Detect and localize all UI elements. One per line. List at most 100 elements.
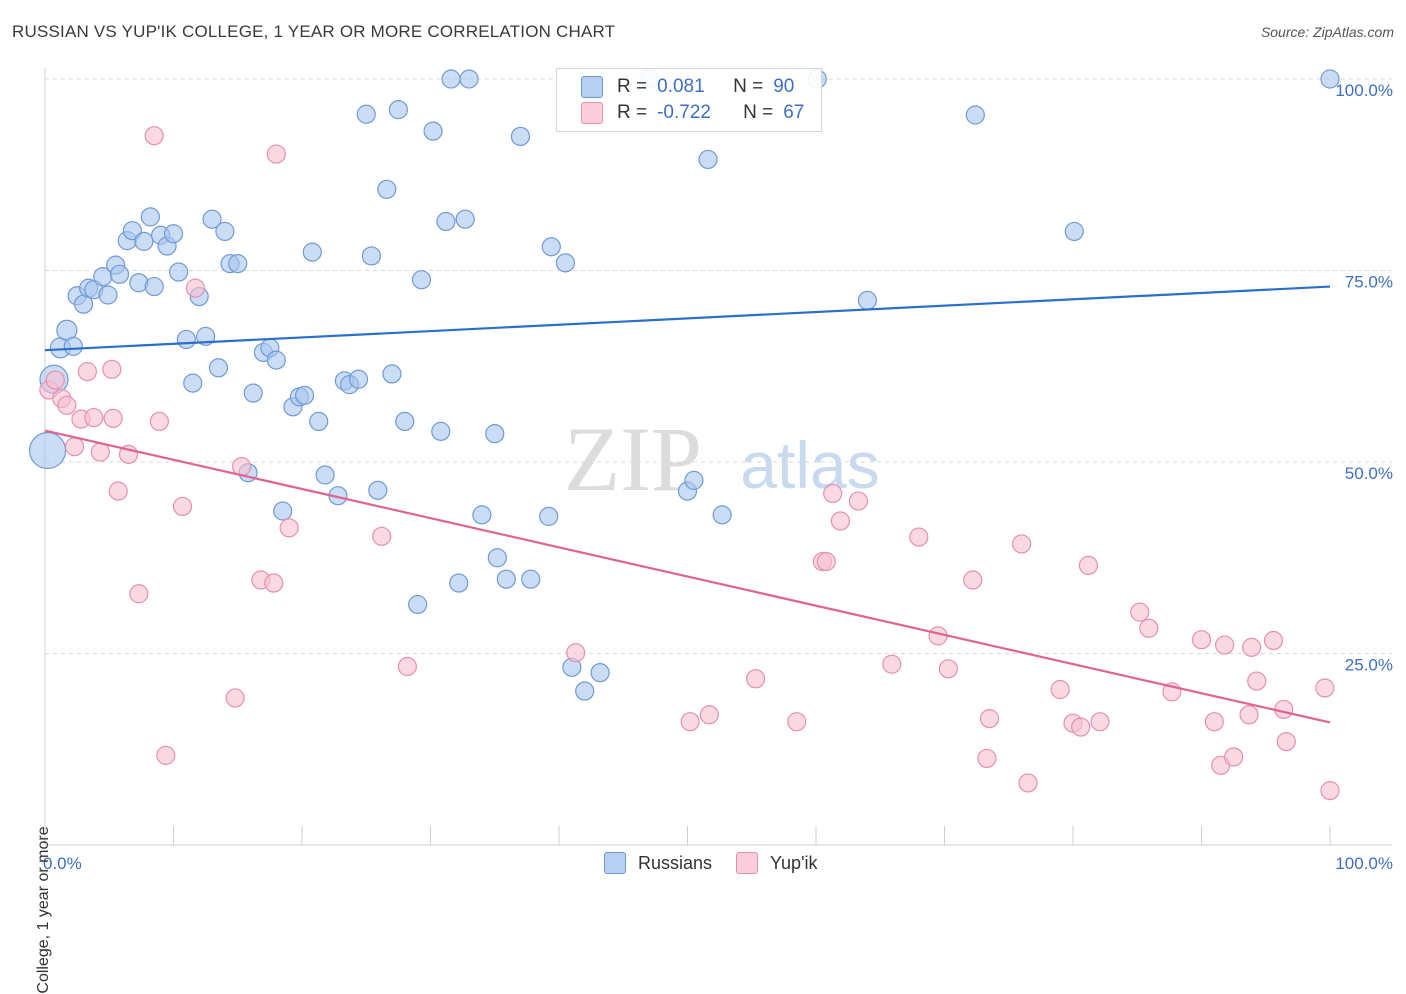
legend-n-value: 90 <box>773 76 795 97</box>
russians-point <box>176 329 196 350</box>
russians-point <box>408 594 428 615</box>
bottom-legend-russians-label: Russians <box>638 852 713 873</box>
yupik-point <box>1239 705 1259 725</box>
yupik-point <box>1204 712 1224 732</box>
russians-point <box>309 411 329 432</box>
russians-point <box>388 100 408 120</box>
russians-point <box>575 681 595 701</box>
legend-row-yupik: R = -0.722 N = 67 <box>581 101 804 125</box>
russians-point <box>63 336 83 356</box>
y-axis-label: College, 1 year or more <box>35 826 52 994</box>
russians-point <box>98 285 118 305</box>
russians-point <box>368 480 388 500</box>
russians-point <box>441 69 461 89</box>
russians-point <box>455 209 475 229</box>
russians-point <box>228 254 248 274</box>
russians-point <box>294 385 315 405</box>
yupik-point <box>1139 618 1159 638</box>
yupik-point <box>1071 717 1091 737</box>
legend-r-value: 0.081 <box>657 76 705 97</box>
yupik-point <box>909 527 929 547</box>
yupik-point <box>1320 781 1340 801</box>
russians-swatch <box>604 852 626 874</box>
yupik-swatch <box>581 102 603 124</box>
x-tick-label: 100.0% <box>1335 854 1393 873</box>
yupik-point <box>108 481 128 501</box>
watermark-atlas: atlas <box>740 428 879 502</box>
russians-point <box>431 421 451 441</box>
yupik-point <box>830 511 851 531</box>
russians-point <box>196 326 216 346</box>
yupik-point <box>1011 534 1032 554</box>
legend-n-value: 67 <box>783 102 805 123</box>
legend-r-label: R = <box>617 76 648 97</box>
yupik-point <box>816 551 836 572</box>
russians-point <box>215 221 235 242</box>
russians-point <box>1320 69 1340 89</box>
chart-title: RUSSIAN VS YUP'IK COLLEGE, 1 YEAR OR MOR… <box>12 22 616 41</box>
y-tick-label: 50.0% <box>1345 464 1393 483</box>
yupik-point <box>979 709 1000 729</box>
yupik-point <box>57 395 77 415</box>
russians-point <box>541 237 561 257</box>
russians-point <box>356 104 376 124</box>
yupik-point <box>938 659 958 679</box>
russians-point <box>521 569 541 589</box>
russians-point <box>449 573 469 593</box>
russians-point <box>436 211 456 232</box>
russians-point <box>361 246 381 266</box>
legend-r-value: -0.722 <box>657 102 711 123</box>
russians-point <box>1064 221 1084 242</box>
russians-point <box>423 121 443 141</box>
yupik-point <box>882 654 902 674</box>
chart-canvas: ZIP atlas 25.0%50.0%75.0%100.0%0.0% 100.0… <box>28 68 1393 873</box>
russians-point <box>590 663 610 683</box>
legend-n-label: N = <box>733 76 764 97</box>
russians-point <box>273 501 293 521</box>
russians-point <box>169 262 189 282</box>
yupik-point <box>77 362 98 382</box>
x-tick-label: 0.0% <box>43 854 82 873</box>
russians-point <box>472 505 492 525</box>
russians-point <box>712 505 732 525</box>
yupik-point <box>1215 635 1235 655</box>
yupik-point <box>977 748 997 769</box>
y-tick-label: 25.0% <box>1345 656 1393 675</box>
russians-point <box>857 290 878 310</box>
yupik-point <box>1242 637 1262 657</box>
russians-point <box>411 270 432 290</box>
yupik-point <box>566 643 586 663</box>
yupik-point <box>1130 602 1150 622</box>
yupik-point <box>149 411 169 432</box>
bottom-legend: Russians Yup'ik <box>604 852 842 874</box>
russians-point <box>202 209 222 229</box>
russians-point <box>510 126 531 147</box>
yupik-point <box>225 688 245 708</box>
russians-point <box>377 179 397 199</box>
yupik-point <box>185 278 205 298</box>
russians-point <box>698 149 718 170</box>
yupik-point <box>172 496 193 517</box>
russians-point <box>496 569 516 589</box>
russians-point <box>243 383 263 403</box>
yupik-point <box>264 573 284 593</box>
legend-r-label: R = <box>617 102 648 123</box>
yupik-point <box>1191 630 1212 650</box>
russians-point <box>109 264 130 284</box>
yupik-point <box>1078 555 1099 576</box>
russians-point <box>485 424 505 444</box>
yupik-point <box>1263 630 1284 651</box>
bottom-legend-yupik: Yup'ik <box>736 852 818 874</box>
yupik-point <box>266 144 286 164</box>
yupik-point <box>144 126 164 146</box>
russians-swatch <box>581 76 603 98</box>
yupik-point <box>279 518 299 538</box>
yupik-point <box>746 669 766 689</box>
yupik-point <box>45 370 65 390</box>
russians-point <box>395 411 415 432</box>
axes <box>44 68 1392 846</box>
russians-point <box>348 369 369 389</box>
russians-trend-line <box>44 285 1331 352</box>
yupik-point <box>129 584 149 604</box>
russians-point <box>183 373 203 393</box>
